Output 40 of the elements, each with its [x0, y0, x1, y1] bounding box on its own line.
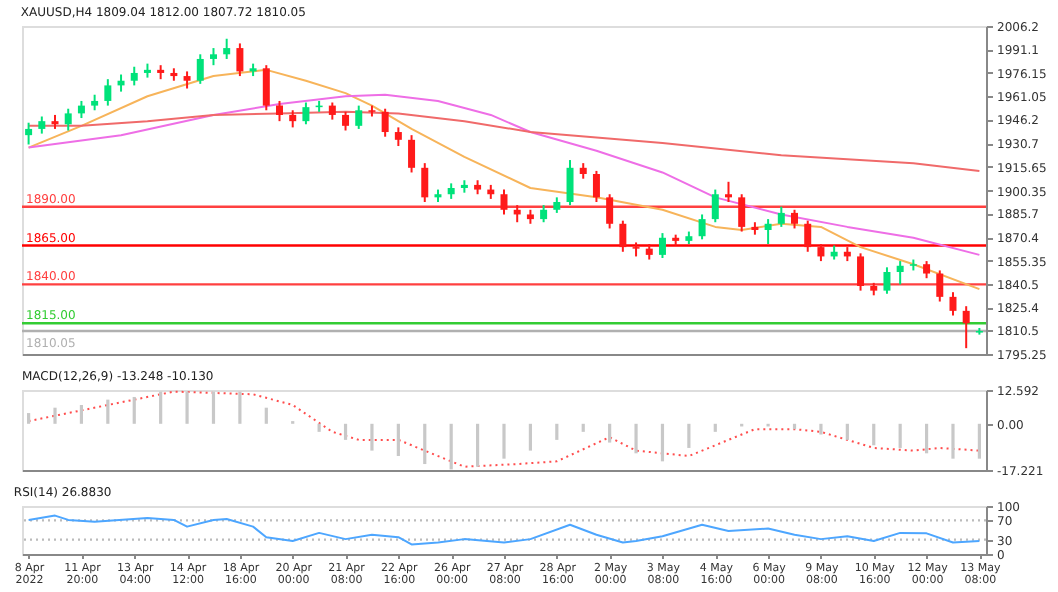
candlestick	[500, 188, 508, 216]
candlestick	[276, 99, 284, 123]
candlestick	[408, 134, 416, 174]
candlestick	[777, 205, 785, 228]
candlestick	[711, 188, 719, 224]
candlestick	[104, 78, 112, 107]
candlestick	[130, 65, 138, 87]
candlestick	[381, 107, 389, 138]
candlestick	[355, 104, 363, 130]
candlestick	[223, 37, 231, 60]
candlestick	[619, 219, 627, 253]
candlestick	[724, 180, 732, 204]
candlestick	[764, 218, 772, 245]
candlestick	[883, 266, 891, 295]
candlestick	[738, 193, 746, 233]
candlestick	[25, 121, 33, 146]
candlestick	[698, 213, 706, 241]
candlestick	[962, 305, 970, 350]
candlestick	[658, 232, 666, 259]
candlestick	[936, 269, 944, 303]
candlestick	[302, 101, 310, 126]
candlestick	[804, 219, 812, 253]
candlestick	[791, 208, 799, 230]
candlestick	[342, 110, 350, 132]
candlestick	[566, 159, 574, 207]
candlestick	[394, 126, 402, 148]
candlestick	[857, 252, 865, 292]
candlestick	[196, 53, 204, 85]
candlestick	[896, 260, 904, 286]
line-series	[27, 68, 981, 291]
candlestick	[262, 64, 270, 112]
candlestick	[592, 169, 600, 204]
candlestick	[606, 193, 614, 230]
candlestick	[64, 107, 72, 132]
line-series	[27, 514, 981, 546]
line-series	[27, 390, 981, 468]
candlestick	[236, 42, 244, 78]
candlestick	[421, 162, 429, 204]
candlestick	[949, 291, 957, 317]
line-series	[27, 93, 981, 256]
